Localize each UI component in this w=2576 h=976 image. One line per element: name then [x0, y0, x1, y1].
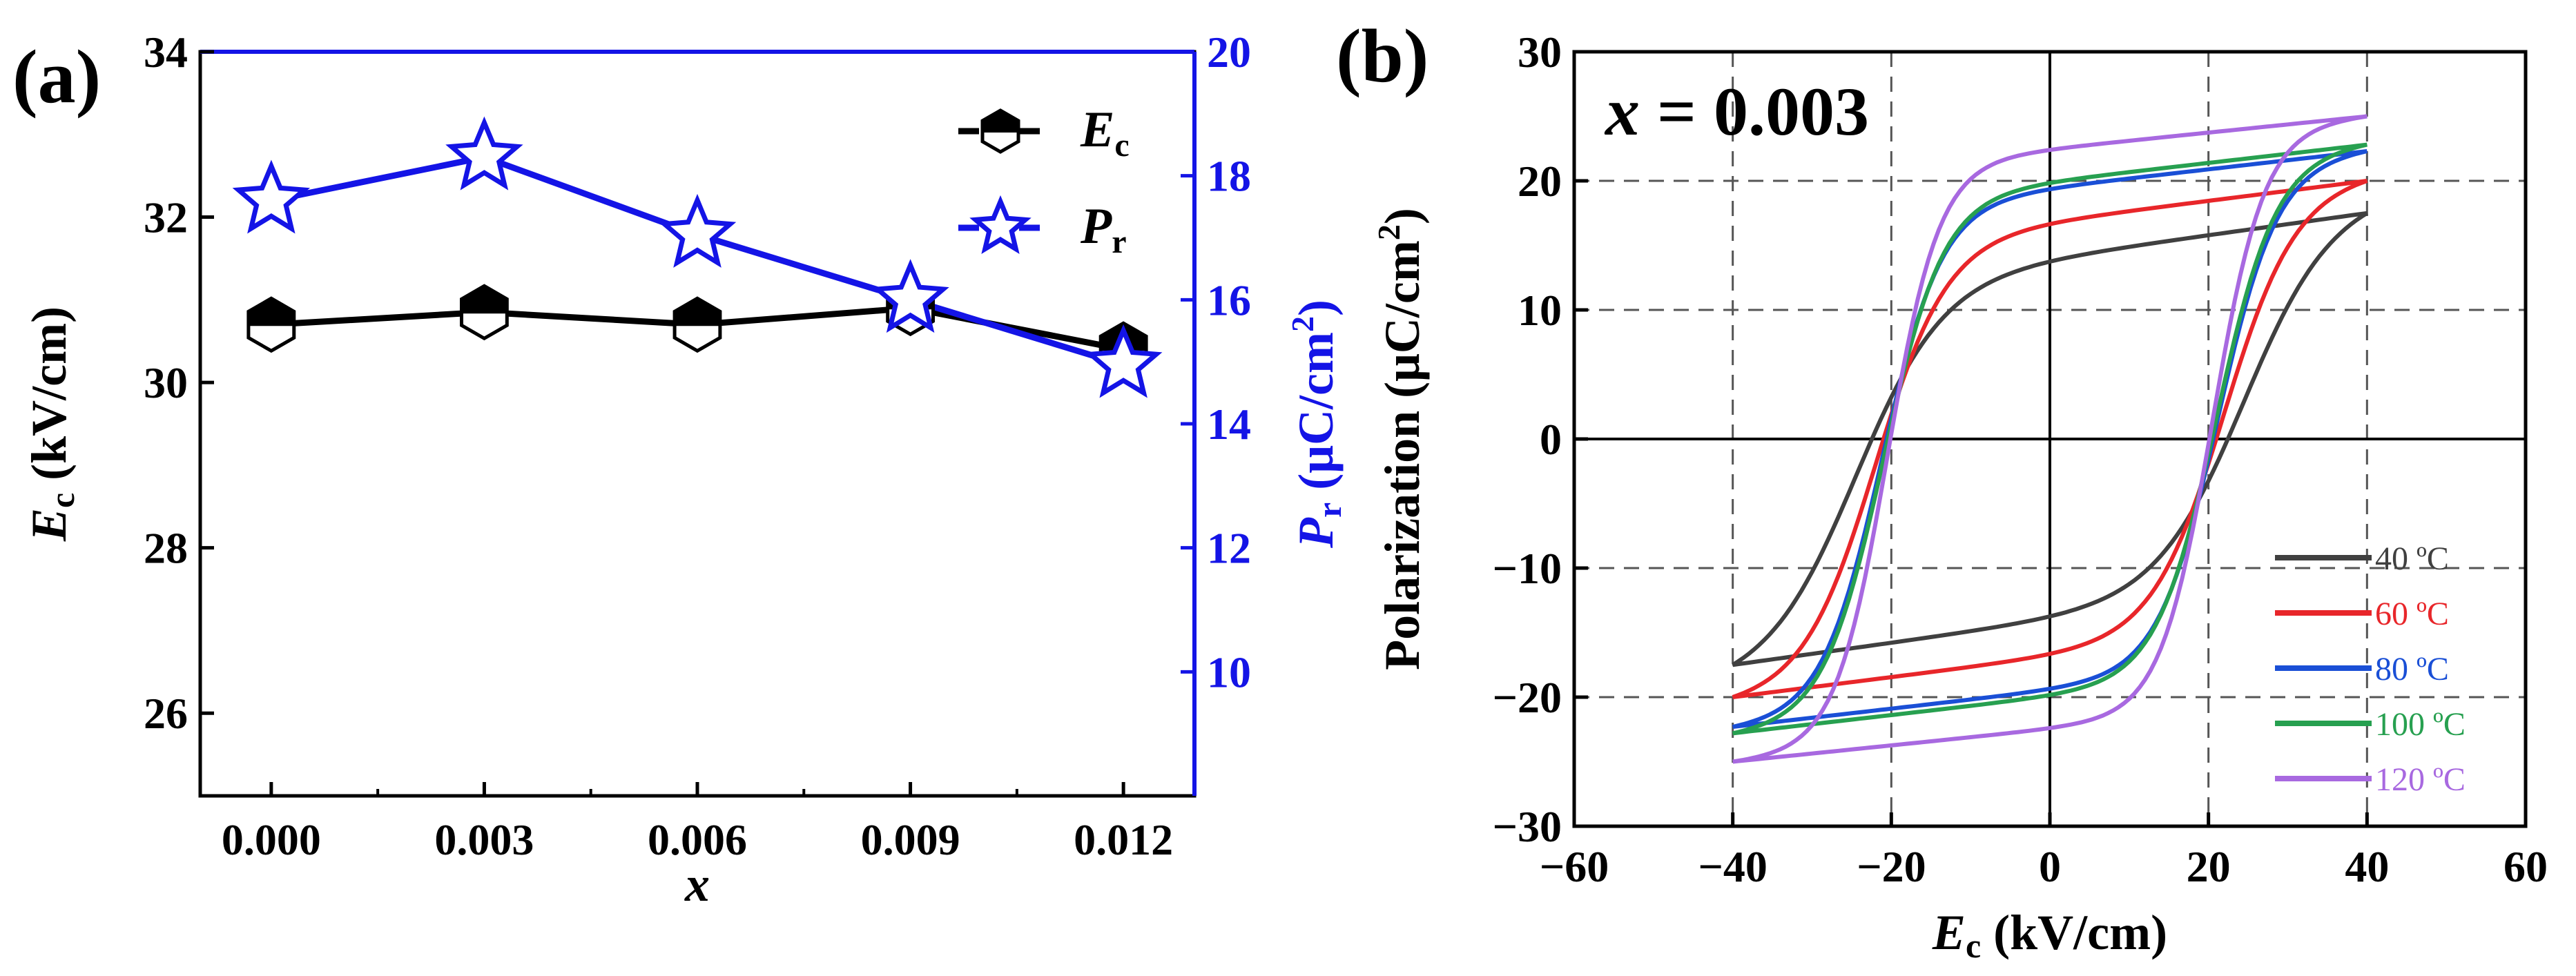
y-axis-label: Polarization (μC/cm2)	[1371, 208, 1430, 670]
panel-a: (a) 0.000 0.003 0.006 0.009 0.012 26 28 30 32 34…	[12, 28, 1348, 912]
y-tick-label: −20	[1493, 673, 1562, 722]
loop-100-ºC	[1732, 142, 2367, 736]
y-tick-label: 10	[1518, 286, 1562, 335]
y-tick-label: 30	[1518, 28, 1562, 77]
x-tick-label: 40	[2345, 842, 2389, 891]
legend-ec-marker	[980, 108, 1020, 154]
legend-pr-star	[969, 195, 1032, 255]
pr-point	[871, 259, 949, 333]
legend-b: 40 ºC 60 ºC 80 ºC 100 ºC 120 ºC	[2275, 540, 2466, 798]
ec-point	[672, 296, 722, 353]
legend-label: 40 ºC	[2375, 540, 2449, 577]
ec-point	[460, 284, 509, 341]
x-tick-label: 0.006	[648, 815, 747, 864]
legend-pr-label: Pr	[1080, 198, 1127, 260]
y-tick-label-left: 34	[144, 28, 188, 77]
legend-ec-hexagon	[980, 108, 1020, 154]
x-tick-label: 20	[2187, 842, 2231, 891]
pr-point	[1084, 324, 1163, 398]
y-tick-label-right: 16	[1207, 275, 1251, 324]
y-ticks-left: 26 28 30 32 34	[144, 28, 214, 738]
y-tick-label: 20	[1518, 157, 1562, 206]
y-tick-label-right: 12	[1207, 524, 1251, 573]
pr-point	[445, 116, 523, 191]
panel-a-label: (a)	[12, 35, 101, 119]
pr-point	[232, 159, 311, 234]
y-tick-label-right: 20	[1207, 28, 1251, 77]
x-tick-label: 0.009	[861, 815, 960, 864]
y-tick-label-left: 26	[144, 689, 188, 738]
panel-b: (b) −60 −40 −20 0 20 40 60 −30 −20 −10 0 10 20 30 x …	[1336, 14, 2548, 965]
x-tick-label: 0.000	[222, 815, 321, 864]
y-tick-label-left: 30	[144, 358, 188, 407]
composition-annotation: x = 0.003	[1604, 73, 1869, 150]
y-tick-label-right: 10	[1207, 647, 1251, 696]
panel-b-label: (b)	[1336, 14, 1429, 98]
x-tick-label: −60	[1540, 842, 1609, 891]
legend-label: 120 ºC	[2375, 761, 2466, 798]
y-ticks: −30 −20 −10 0 10 20 30	[1493, 28, 1588, 851]
x-ticks: 0.000 0.003 0.006 0.009 0.012	[222, 782, 1173, 864]
ec-point	[246, 296, 296, 353]
y-axis-label-left: Ec (kV/cm)	[21, 306, 81, 542]
legend-ec-label: Ec	[1080, 101, 1130, 164]
x-axis-label: Ec (kV/cm)	[1932, 905, 2167, 965]
legend-label: 80 ºC	[2375, 651, 2449, 687]
x-tick-label: 0.012	[1074, 815, 1173, 864]
legend-label: 60 ºC	[2375, 596, 2449, 632]
y-axis-label-right: Pr (μC/cm2)	[1285, 300, 1348, 549]
y-tick-label-left: 28	[144, 524, 188, 573]
loop-60-ºC	[1732, 179, 2368, 699]
y-tick-label-right: 18	[1207, 152, 1251, 201]
y-tick-label-left: 32	[144, 193, 188, 242]
x-ticks: −60 −40 −20 0 20 40 60	[1540, 812, 2548, 891]
y-tick-label: −30	[1493, 802, 1562, 851]
y-tick-label-right: 14	[1207, 400, 1251, 449]
series-markers	[232, 116, 1163, 398]
y-tick-label: 0	[1540, 415, 1562, 464]
legend-pr-marker	[969, 195, 1032, 255]
legend-label: 100 ºC	[2375, 706, 2466, 743]
x-tick-label: 0.003	[434, 815, 534, 864]
hysteresis-loops	[1732, 114, 2368, 764]
x-tick-label: −20	[1857, 842, 1926, 891]
panel-a-frame	[198, 50, 1197, 798]
loop-40-ºC	[1732, 211, 2368, 667]
legend-a: Ec Pr	[958, 101, 1130, 260]
y-tick-label: −10	[1493, 544, 1562, 593]
pr-point	[658, 193, 737, 268]
x-tick-label: 0	[2039, 842, 2061, 891]
x-tick-label: 60	[2504, 842, 2548, 891]
y-ticks-right: 10 12 14 16 18 20	[1181, 28, 1251, 696]
x-tick-label: −40	[1698, 842, 1767, 891]
x-axis-label: x	[684, 857, 710, 912]
loop-120-ºC	[1732, 114, 2367, 764]
